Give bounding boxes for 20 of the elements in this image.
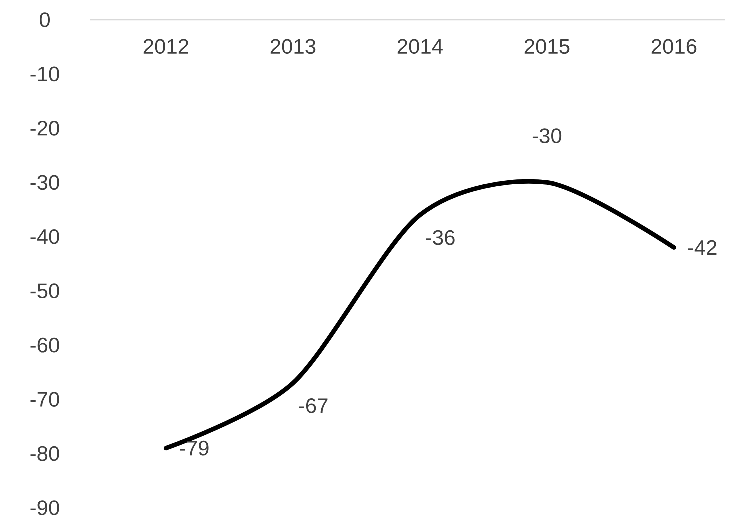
y-tick-label: -50 (30, 284, 60, 299)
data-label: -67 (299, 398, 328, 414)
y-tick-label: -30 (30, 175, 60, 190)
data-label: -42 (688, 240, 717, 256)
y-tick-label: -60 (30, 338, 60, 353)
x-tick-label: 2015 (524, 39, 570, 54)
data-label: -30 (532, 128, 562, 144)
y-tick-label: -20 (30, 121, 60, 136)
x-tick-label: 2016 (652, 39, 697, 54)
x-tick-label: 2013 (270, 39, 316, 54)
y-tick-label: 0 (40, 12, 50, 28)
data-label: -79 (180, 440, 209, 456)
y-tick-label: -10 (30, 66, 60, 82)
x-tick-label: 2014 (398, 39, 443, 54)
y-tick-label: -80 (30, 446, 60, 462)
x-tick-label: 2012 (144, 39, 188, 54)
data-label: -36 (426, 230, 455, 246)
y-tick-label: -70 (30, 392, 60, 407)
y-tick-label: -40 (30, 229, 60, 244)
y-tick-label: -90 (30, 500, 60, 516)
